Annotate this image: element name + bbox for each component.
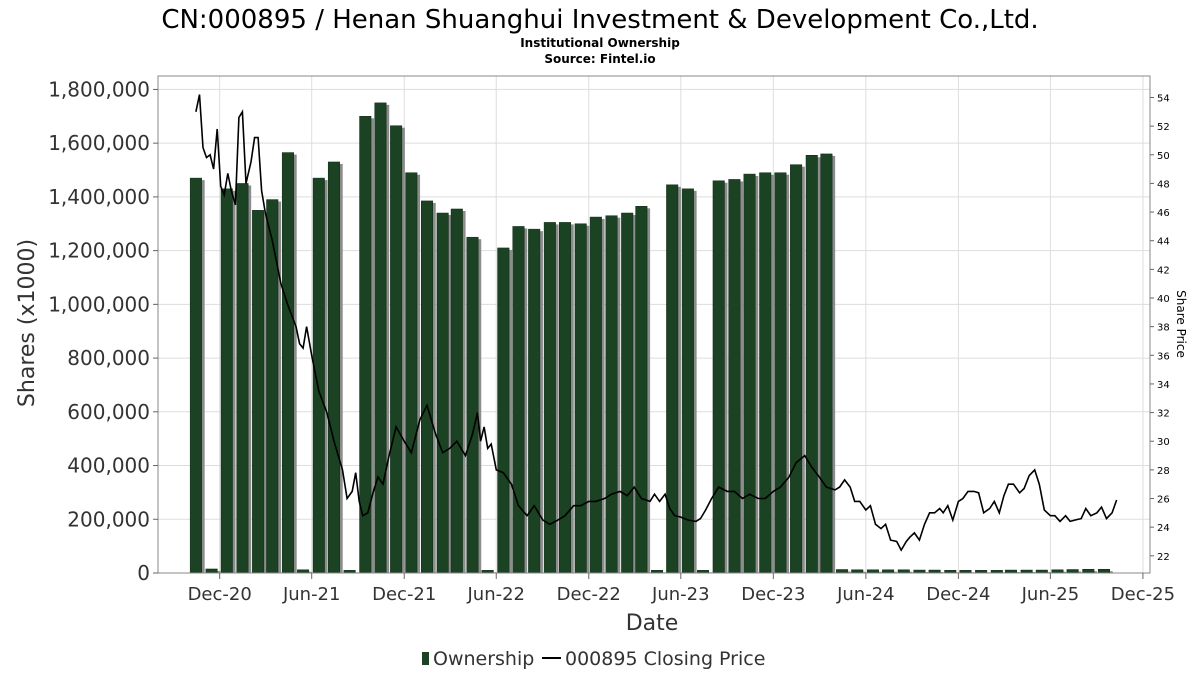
y-tick-label: 0 xyxy=(137,561,150,585)
x-tick-label: Jun-22 xyxy=(466,584,525,605)
y2-tick-label: 46 xyxy=(1157,208,1170,219)
x-tick-label: Dec-21 xyxy=(372,584,436,605)
ownership-bar xyxy=(621,212,634,574)
y-tick-label: 1,600,000 xyxy=(48,131,150,155)
x-tick-label: Jun-23 xyxy=(651,584,710,605)
y-tick-label: 400,000 xyxy=(67,454,150,478)
x-tick-label: Dec-22 xyxy=(557,584,621,605)
y-tick-label: 1,800,000 xyxy=(48,77,150,101)
x-tick-label: Jun-24 xyxy=(836,584,895,605)
ownership-bar xyxy=(281,152,294,574)
ownership-bars xyxy=(189,102,1113,574)
ownership-bar xyxy=(836,569,849,574)
ownership-bar xyxy=(436,212,449,574)
y2-axis-label: Share Price xyxy=(1174,290,1188,358)
y-tick-label: 1,400,000 xyxy=(48,185,150,209)
x-tick-label: Dec-24 xyxy=(926,584,990,605)
ownership-bar xyxy=(666,184,679,574)
ownership-bar xyxy=(635,206,648,574)
ownership-bar xyxy=(1066,569,1079,574)
ownership-bar xyxy=(728,179,741,574)
y-tick-label: 1,200,000 xyxy=(48,239,150,263)
ownership-bar xyxy=(205,568,218,574)
price-line xyxy=(195,94,1118,552)
price-line-layer xyxy=(195,94,1118,552)
ownership-bar xyxy=(312,177,325,574)
ownership-bar xyxy=(790,164,803,574)
legend: Ownership 000895 Closing Price xyxy=(422,648,765,670)
ownership-bar xyxy=(466,236,479,574)
ownership-bar xyxy=(512,226,525,574)
ownership-bar xyxy=(252,210,265,574)
x-axis-label: Date xyxy=(626,611,679,636)
chart-source: Source: Fintel.io xyxy=(544,52,655,66)
legend-ownership-label: Ownership xyxy=(433,648,534,670)
y2-tick-label: 28 xyxy=(1157,466,1170,477)
ownership-bar xyxy=(774,172,787,574)
ownership-bar xyxy=(574,223,587,574)
y2-tick-label: 38 xyxy=(1157,323,1170,334)
ownership-bar xyxy=(605,215,618,574)
plot-area-frame xyxy=(157,75,1151,574)
y2-tick-label: 52 xyxy=(1157,122,1170,133)
ownership-bar xyxy=(327,161,340,574)
ownership-bar xyxy=(559,222,572,574)
y-tick-label: 800,000 xyxy=(67,346,150,370)
grid xyxy=(158,76,1150,574)
ownership-bar xyxy=(236,183,249,574)
ownership-bar xyxy=(528,228,541,574)
y2-tick-label: 34 xyxy=(1157,380,1170,391)
y2-tick-label: 40 xyxy=(1157,294,1170,305)
ownership-bar xyxy=(759,172,772,574)
ownership-bar xyxy=(543,222,556,574)
ownership-bar xyxy=(1097,568,1110,574)
y2-tick-label: 22 xyxy=(1157,552,1170,563)
y2-tick-label: 32 xyxy=(1157,409,1170,420)
y2-tick-label: 36 xyxy=(1157,351,1170,362)
ownership-bar xyxy=(820,153,833,574)
ownership-bar xyxy=(805,155,818,574)
legend-ownership-swatch xyxy=(422,652,429,665)
y2-tick-label: 48 xyxy=(1157,179,1170,190)
x-tick-label: Dec-25 xyxy=(1111,584,1175,605)
ownership-bar xyxy=(497,247,510,574)
ownership-bar xyxy=(374,102,387,574)
ownership-bar xyxy=(589,216,602,574)
y2-tick-label: 26 xyxy=(1157,495,1170,506)
ownership-bar xyxy=(712,180,725,574)
chart-subtitle: Institutional Ownership xyxy=(520,36,680,50)
y-tick-label: 1,000,000 xyxy=(48,292,150,316)
x-tick-label: Jun-21 xyxy=(282,584,341,605)
ownership-bar xyxy=(743,173,756,574)
x-axis-ticks: Dec-20 Jun-21 Dec-21 Jun-22 Dec-22 Jun-23 Dec-… xyxy=(188,573,1175,605)
x-tick-label: Jun-25 xyxy=(1021,584,1080,605)
y-tick-label: 200,000 xyxy=(67,507,150,531)
ownership-bar xyxy=(681,188,694,574)
legend-price-label: 000895 Closing Price xyxy=(565,648,765,670)
y-tick-label: 600,000 xyxy=(67,400,150,424)
y2-tick-label: 44 xyxy=(1157,237,1170,248)
x-tick-label: Dec-23 xyxy=(741,584,805,605)
left-axis-ticks: 0 200,000 400,000 600,000 800,000 1,000,000 1,… xyxy=(48,77,158,585)
y2-tick-label: 50 xyxy=(1157,151,1170,162)
y2-tick-label: 42 xyxy=(1157,265,1170,276)
chart-title: CN:000895 / Henan Shuanghui Investment &… xyxy=(161,5,1038,35)
right-axis-ticks: 22 24 26 28 30 32 34 36 38 40 42 44 46 48 50 52 54 xyxy=(1150,93,1170,563)
ownership-bar xyxy=(220,188,233,574)
y2-tick-label: 30 xyxy=(1157,437,1170,448)
ownership-bar xyxy=(405,172,418,574)
ownership-bar xyxy=(266,199,279,574)
x-tick-label: Dec-20 xyxy=(188,584,252,605)
y-axis-label: Shares (x1000) xyxy=(15,239,40,407)
ownership-bar xyxy=(189,177,202,574)
y2-tick-label: 24 xyxy=(1157,523,1170,534)
ownership-bar xyxy=(450,208,463,574)
ownership-bar xyxy=(420,200,433,574)
ownership-bar xyxy=(1082,568,1095,574)
ownership-bar xyxy=(390,125,403,574)
y2-tick-label: 54 xyxy=(1157,93,1170,104)
